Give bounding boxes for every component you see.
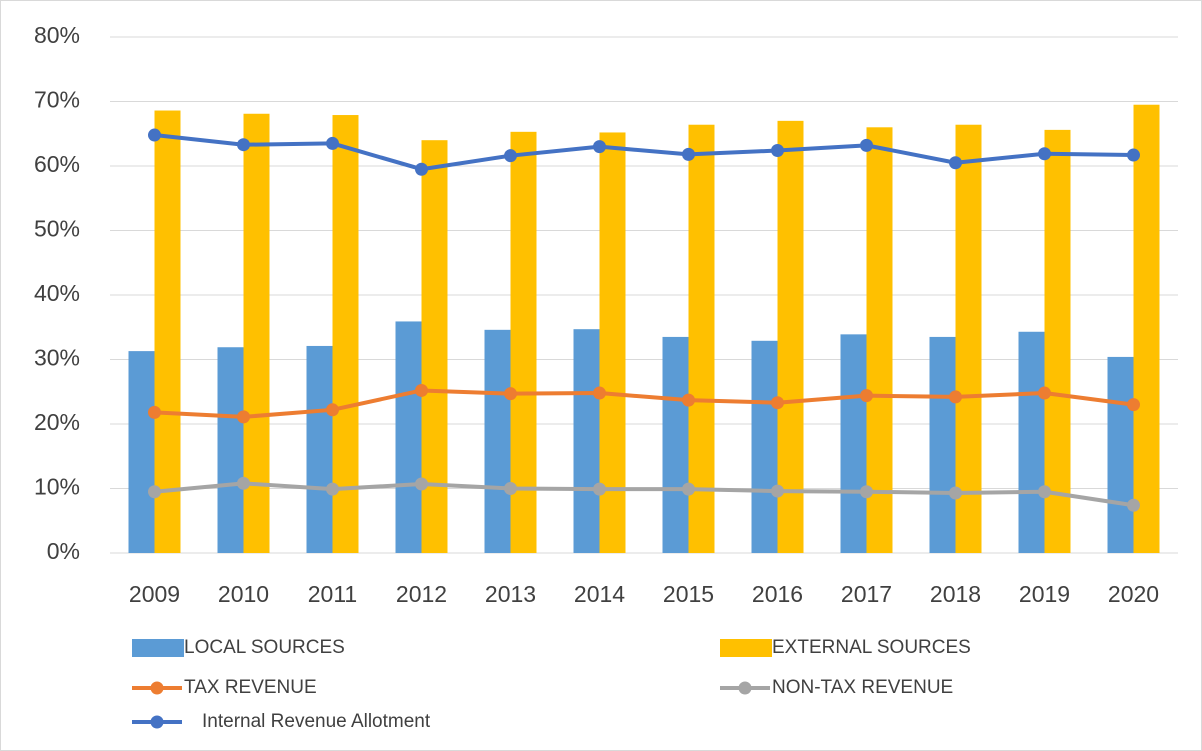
legend-label: LOCAL SOURCES bbox=[184, 637, 345, 658]
bar bbox=[751, 340, 778, 553]
marker bbox=[949, 486, 962, 500]
marker bbox=[148, 405, 161, 419]
marker bbox=[771, 484, 784, 498]
marker bbox=[682, 393, 695, 407]
marker bbox=[1038, 485, 1051, 499]
x-tick-label: 2015 bbox=[663, 581, 714, 607]
bar bbox=[929, 336, 956, 553]
marker bbox=[326, 403, 339, 417]
marker bbox=[1127, 148, 1140, 162]
marker bbox=[1038, 386, 1051, 400]
line bbox=[154, 481, 1134, 508]
marker bbox=[415, 383, 428, 397]
legend-label: TAX REVENUE bbox=[184, 677, 317, 698]
x-tick-label: 2013 bbox=[485, 581, 536, 607]
y-tick-label: 60% bbox=[34, 151, 80, 177]
y-tick-label: 50% bbox=[34, 216, 80, 242]
marker bbox=[237, 410, 250, 424]
y-tick-label: 80% bbox=[34, 22, 80, 48]
bar bbox=[484, 329, 511, 553]
bar bbox=[688, 124, 715, 553]
bar bbox=[599, 132, 626, 553]
x-tick-label: 2012 bbox=[396, 581, 447, 607]
bar bbox=[1018, 331, 1045, 553]
marker bbox=[237, 476, 250, 490]
y-tick-label: 30% bbox=[34, 345, 80, 371]
marker bbox=[860, 485, 873, 499]
x-tick-label: 2020 bbox=[1108, 581, 1159, 607]
bar bbox=[154, 110, 181, 553]
bar bbox=[1107, 356, 1134, 553]
legend-label: Internal Revenue Allotment bbox=[202, 711, 431, 732]
legend-marker bbox=[150, 681, 164, 695]
marker bbox=[1127, 498, 1140, 512]
bar bbox=[1133, 104, 1160, 553]
y-tick-label: 0% bbox=[47, 538, 80, 564]
marker bbox=[771, 396, 784, 410]
y-tick-label: 40% bbox=[34, 280, 80, 306]
y-tick-label: 10% bbox=[34, 474, 80, 500]
bar bbox=[1044, 129, 1071, 553]
marker bbox=[326, 136, 339, 150]
marker bbox=[415, 162, 428, 176]
marker bbox=[949, 156, 962, 170]
x-tick-label: 2016 bbox=[752, 581, 803, 607]
marker bbox=[593, 386, 606, 400]
x-tick-label: 2017 bbox=[841, 581, 892, 607]
bar bbox=[866, 127, 893, 554]
y-tick-label: 70% bbox=[34, 87, 80, 113]
x-tick-label: 2018 bbox=[930, 581, 981, 607]
marker bbox=[148, 128, 161, 142]
marker bbox=[949, 390, 962, 404]
marker bbox=[593, 482, 606, 496]
line bbox=[154, 133, 1134, 172]
legend-label: NON-TAX REVENUE bbox=[772, 677, 953, 698]
marker bbox=[237, 138, 250, 152]
marker bbox=[860, 389, 873, 403]
bar bbox=[662, 336, 689, 553]
legend-marker bbox=[150, 715, 164, 729]
bar bbox=[573, 329, 600, 553]
legend-swatch bbox=[720, 639, 772, 657]
bar bbox=[421, 140, 448, 553]
marker bbox=[1127, 398, 1140, 412]
legend-marker bbox=[738, 681, 752, 695]
line bbox=[154, 388, 1134, 419]
marker bbox=[682, 147, 695, 161]
marker bbox=[415, 477, 428, 491]
marker bbox=[504, 387, 517, 401]
bar bbox=[217, 347, 244, 553]
x-tick-label: 2009 bbox=[129, 581, 180, 607]
marker bbox=[860, 138, 873, 152]
bar bbox=[395, 321, 422, 553]
bar bbox=[777, 120, 804, 553]
bar bbox=[306, 345, 333, 553]
marker bbox=[326, 482, 339, 496]
bar bbox=[510, 131, 537, 553]
bar bbox=[955, 124, 982, 553]
marker bbox=[771, 144, 784, 158]
x-tick-label: 2010 bbox=[218, 581, 269, 607]
bar bbox=[840, 334, 867, 553]
x-tick-label: 2011 bbox=[308, 581, 357, 607]
x-tick-label: 2014 bbox=[574, 581, 625, 607]
bar bbox=[128, 351, 155, 553]
marker bbox=[682, 482, 695, 496]
bar bbox=[332, 115, 359, 554]
x-tick-label: 2019 bbox=[1019, 581, 1070, 607]
y-tick-label: 20% bbox=[34, 409, 80, 435]
legend-label: EXTERNAL SOURCES bbox=[772, 637, 971, 658]
marker bbox=[148, 485, 161, 499]
marker bbox=[593, 140, 606, 154]
legend-swatch bbox=[132, 639, 184, 657]
marker bbox=[1038, 147, 1051, 161]
marker bbox=[504, 482, 517, 495]
marker bbox=[504, 149, 517, 163]
